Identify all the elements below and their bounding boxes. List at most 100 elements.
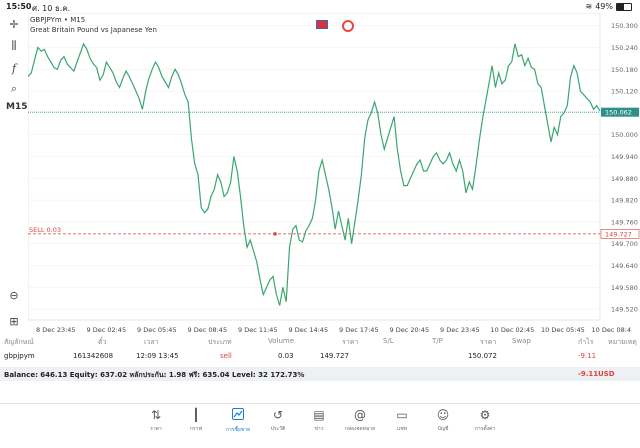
nav-news[interactable]: ▤ ข่าว [299, 408, 339, 433]
x-tick-label: 9 Dec 05:45 [137, 326, 177, 334]
nav-label: การซื้อขาย [225, 427, 251, 433]
col-time[interactable]: เวลา [144, 338, 159, 346]
nav-label: บัญชี [437, 426, 449, 432]
y-tick-label: 149.760 [611, 218, 638, 226]
x-tick-label: 8 Dec 23:45 [36, 326, 76, 334]
col-type[interactable]: ประเภท [208, 338, 232, 346]
x-tick-label: 9 Dec 17:45 [339, 326, 379, 334]
x-tick-label: 9 Dec 02:45 [87, 326, 127, 334]
col-current-price[interactable]: ราคา [480, 338, 497, 346]
x-tick-label: 9 Dec 08:45 [188, 326, 228, 334]
nav-label: การตั้งค่า [474, 426, 496, 432]
col-ticket[interactable]: ตั๋ว [98, 338, 107, 346]
price-chart[interactable]: 150.300 150.240 150.180 150.120 150.000 149.9… [27, 12, 640, 335]
nav-history[interactable]: ↺ ประวัติ [258, 408, 298, 433]
y-tick-label: 150.180 [611, 66, 638, 74]
nav-label: ข่าว [314, 426, 324, 432]
col-swap[interactable]: Swap [512, 337, 531, 345]
sell-price-tag [600, 229, 640, 239]
col-volume[interactable]: Volume [268, 337, 295, 345]
row-profit: -9.11 [578, 352, 597, 360]
settings-icon: ⚙ [479, 408, 491, 422]
timeframe-button[interactable]: M15 [6, 102, 28, 112]
y-tick-label: 149.580 [611, 284, 638, 292]
status-bar: 15:50 ศ. 10 ธ.ค. ≋ 49% [0, 0, 640, 13]
nav-label: ราคา [150, 426, 162, 432]
status-time: 15:50 [6, 2, 32, 11]
nav-label: แชท [397, 426, 407, 432]
x-tick-label: 10 Dec 02:45 [491, 326, 535, 334]
balance-bar: Balance: 646.13 Equity: 637.02 หลักประกั… [0, 367, 640, 381]
positions-table: สัญลักษณ์ ตั๋ว เวลา ประเภท Volume ราคา S… [0, 335, 640, 387]
balance-currency: USD [598, 370, 615, 378]
price-series-line [27, 42, 601, 306]
wifi-icon: ≋ [585, 2, 593, 11]
one-click-trading-icon[interactable] [316, 20, 328, 29]
nav-trade[interactable]: การซื้อขาย [218, 408, 258, 434]
x-tick-label: 10 Dec 05:45 [541, 326, 585, 334]
row-current-price: 150.072 [468, 352, 497, 360]
bottom-navigation: ⇅ ราคา ┃ กราฟ การซื้อขาย ↺ ประวัติ ▤ ข่า… [0, 403, 640, 448]
col-tp[interactable]: T/P [432, 337, 443, 345]
nav-label: ประวัติ [270, 426, 286, 432]
price-chart-svg: 150.300 150.240 150.180 150.120 150.000 149.9… [27, 12, 640, 334]
current-price-tag [601, 107, 639, 117]
table-header: สัญลักษณ์ ตั๋ว เวลา ประเภท Volume ราคา S… [0, 335, 640, 347]
history-icon: ↺ [272, 408, 284, 422]
table-row[interactable]: gbpjpym 161342608 12:09 13:45 sell 0.03 … [0, 350, 640, 362]
crosshair-icon[interactable]: ✛ [9, 17, 19, 31]
y-tick-label: 149.640 [611, 262, 638, 270]
nav-account[interactable]: ☺ บัญชี [423, 408, 463, 433]
battery-icon [616, 2, 632, 11]
y-tick-label: 150.000 [611, 131, 638, 139]
y-tick-label: 149.700 [611, 240, 638, 248]
nav-quotes[interactable]: ⇅ ราคา [136, 408, 176, 433]
y-tick-label: 149.520 [611, 306, 638, 314]
col-symbol[interactable]: สัญลักษณ์ [4, 338, 34, 346]
nav-label: กล่องจดหมาย [344, 426, 376, 432]
y-tick-label: 149.880 [611, 175, 638, 183]
nav-mailbox[interactable]: @ กล่องจดหมาย [340, 408, 380, 433]
row-symbol: gbpjpym [4, 352, 35, 360]
y-tick-label: 150.300 [611, 22, 638, 30]
balance-summary: Balance: 646.13 Equity: 637.02 หลักประกั… [4, 371, 305, 379]
col-price[interactable]: ราคา [342, 338, 359, 346]
account-icon: ☺ [436, 408, 450, 422]
chart-toolstrip: ✛ ⫼ f ⌕ M15 ⊖ ⊞ [0, 13, 28, 333]
sell-order-label: SELL 0.03 [29, 226, 61, 234]
y-tick-label: 149.820 [611, 197, 638, 205]
quotes-icon: ⇅ [150, 408, 162, 422]
nav-label: กราฟ [189, 426, 203, 432]
function-icon[interactable]: f [11, 61, 17, 75]
x-tick-label: 9 Dec 14:45 [289, 326, 329, 334]
add-chart-icon[interactable]: ⊞ [9, 314, 19, 328]
row-time: 12:09 13:45 [136, 352, 179, 360]
x-tick-label: 10 Dec 08:4 [592, 326, 632, 334]
col-comment[interactable]: หมายเหตุ [608, 338, 637, 346]
y-tick-label: 150.240 [611, 44, 638, 52]
balance-profit: -9.11 [578, 370, 599, 378]
chat-icon: ▭ [396, 408, 408, 422]
x-tick-label: 9 Dec 20:45 [390, 326, 430, 334]
candles-icon: ┃ [192, 408, 200, 422]
indicators-icon[interactable]: ⫼ [11, 39, 17, 52]
row-type: sell [220, 352, 232, 360]
row-volume: 0.03 [278, 352, 294, 360]
col-profit[interactable]: กำไร [578, 338, 594, 346]
nav-chat[interactable]: ▭ แชท [382, 408, 422, 433]
col-sl[interactable]: S/L [383, 337, 394, 345]
x-tick-label: 9 Dec 11:45 [238, 326, 278, 334]
trade-icon [218, 408, 258, 423]
zoom-icon[interactable]: ⊖ [9, 288, 19, 302]
objects-icon[interactable]: ⌕ [10, 82, 18, 95]
chart-symbol[interactable]: GBPJPYm • M15 [30, 16, 86, 24]
battery-percent: 49% [595, 2, 613, 11]
current-price-label: 150.062 [605, 109, 632, 117]
nav-settings[interactable]: ⚙ การตั้งค่า [465, 408, 505, 433]
signal-icon[interactable] [342, 20, 354, 32]
row-open-price: 149.727 [320, 352, 349, 360]
y-tick-label: 149.940 [611, 153, 638, 161]
nav-chart[interactable]: ┃ กราฟ [176, 408, 216, 433]
x-tick-label: 9 Dec 23:45 [440, 326, 480, 334]
row-ticket: 161342608 [73, 352, 114, 360]
